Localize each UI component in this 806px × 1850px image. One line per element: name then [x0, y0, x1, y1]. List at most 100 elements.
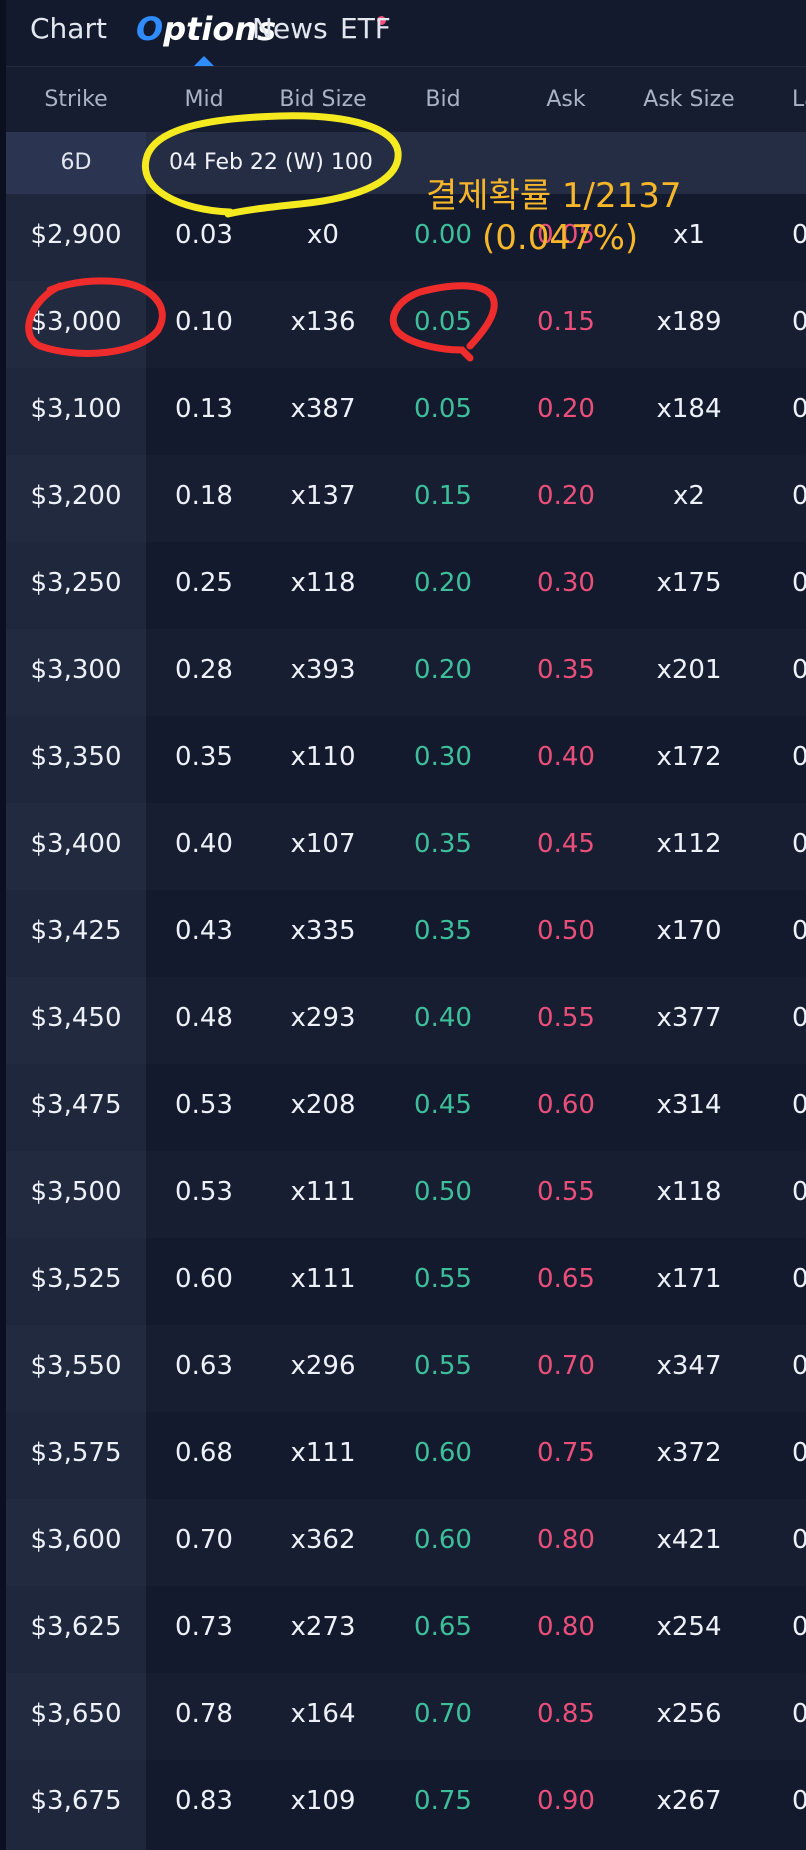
expiry-days: 6D	[60, 150, 92, 175]
bid-cell[interactable]: 0.65	[414, 1612, 472, 1642]
table-row[interactable]: $3,600 0.70 x362 0.60 0.80 x421 0.	[6, 1499, 806, 1586]
tab-news[interactable]: News	[252, 12, 328, 45]
bid-cell[interactable]: 0.60	[414, 1438, 472, 1468]
ask-cell[interactable]: 0.55	[537, 1003, 595, 1033]
ask-cell[interactable]: 0.65	[537, 1264, 595, 1294]
ask-cell[interactable]: 0.20	[537, 394, 595, 424]
header-bid[interactable]: Bid	[425, 87, 461, 112]
header-strike[interactable]: Strike	[44, 87, 108, 112]
header-ask-size[interactable]: Ask Size	[643, 87, 735, 112]
table-row[interactable]: $3,100 0.13 x387 0.05 0.20 x184 0.	[6, 368, 806, 455]
ask-size-cell: x112	[656, 829, 722, 859]
mid-cell: 0.60	[175, 1264, 233, 1294]
bid-cell[interactable]: 0.55	[414, 1264, 472, 1294]
bid-size-cell: x136	[290, 307, 356, 337]
ask-cell[interactable]: 0.50	[537, 916, 595, 946]
table-row[interactable]: $3,400 0.40 x107 0.35 0.45 x112 0.	[6, 803, 806, 890]
table-row[interactable]: $3,250 0.25 x118 0.20 0.30 x175 0.	[6, 542, 806, 629]
bid-cell[interactable]: 0.55	[414, 1351, 472, 1381]
expiry-date-label[interactable]: 04 Feb 22 (W) 100	[169, 150, 373, 175]
ask-size-cell: x1	[673, 220, 705, 250]
bid-cell[interactable]: 0.20	[414, 655, 472, 685]
bid-cell[interactable]: 0.15	[414, 481, 472, 511]
bid-size-cell: x293	[290, 1003, 356, 1033]
bid-cell[interactable]: 0.60	[414, 1525, 472, 1555]
strike-cell-background	[6, 977, 146, 1064]
strike-cell-background	[6, 803, 146, 890]
table-row[interactable]: $3,350 0.35 x110 0.30 0.40 x172 0.	[6, 716, 806, 803]
ask-size-cell: x172	[656, 742, 722, 772]
ask-cell[interactable]: 0.20	[537, 481, 595, 511]
bid-cell[interactable]: 0.40	[414, 1003, 472, 1033]
header-ask[interactable]: Ask	[546, 87, 586, 112]
ask-cell[interactable]: 0.80	[537, 1525, 595, 1555]
ask-cell[interactable]: 0.55	[537, 1177, 595, 1207]
mid-cell: 0.63	[175, 1351, 233, 1381]
bid-cell[interactable]: 0.20	[414, 568, 472, 598]
bid-cell[interactable]: 0.35	[414, 916, 472, 946]
bid-cell[interactable]: 0.45	[414, 1090, 472, 1120]
bid-cell[interactable]: 0.05	[414, 307, 472, 337]
mid-cell: 0.18	[175, 481, 233, 511]
mid-cell: 0.83	[175, 1786, 233, 1816]
ask-size-cell: x254	[656, 1612, 722, 1642]
bid-cell[interactable]: 0.05	[414, 394, 472, 424]
mid-cell: 0.48	[175, 1003, 233, 1033]
table-row[interactable]: $3,425 0.43 x335 0.35 0.50 x170 0.	[6, 890, 806, 977]
table-row[interactable]: $3,450 0.48 x293 0.40 0.55 x377 0.	[6, 977, 806, 1064]
bid-cell[interactable]: 0.35	[414, 829, 472, 859]
ask-size-cell: x118	[656, 1177, 722, 1207]
ask-cell[interactable]: 0.60	[537, 1090, 595, 1120]
ask-cell[interactable]: 0.05	[537, 220, 595, 250]
table-row[interactable]: $3,475 0.53 x208 0.45 0.60 x314 0.	[6, 1064, 806, 1151]
bid-cell[interactable]: 0.75	[414, 1786, 472, 1816]
option-chain-table: $2,900 0.03 x0 0.00 0.05 x1 0. $3,000 0.10 x136 0.…	[6, 194, 806, 1847]
bid-cell[interactable]: 0.70	[414, 1699, 472, 1729]
table-row[interactable]: $2,900 0.03 x0 0.00 0.05 x1 0.	[6, 194, 806, 281]
table-row[interactable]: $3,675 0.83 x109 0.75 0.90 x267 0.	[6, 1760, 806, 1847]
header-mid[interactable]: Mid	[184, 87, 224, 112]
ask-cell[interactable]: 0.15	[537, 307, 595, 337]
ask-cell[interactable]: 0.30	[537, 568, 595, 598]
bid-cell[interactable]: 0.30	[414, 742, 472, 772]
table-row[interactable]: $3,500 0.53 x111 0.50 0.55 x118 0.	[6, 1151, 806, 1238]
table-row[interactable]: $3,625 0.73 x273 0.65 0.80 x254 0.	[6, 1586, 806, 1673]
last-cell: 0.	[792, 655, 806, 685]
table-row[interactable]: $3,000 0.10 x136 0.05 0.15 x189 0.	[6, 281, 806, 368]
bid-cell[interactable]: 0.50	[414, 1177, 472, 1207]
ask-cell[interactable]: 0.70	[537, 1351, 595, 1381]
expiry-row[interactable]: 6D 04 Feb 22 (W) 100	[6, 132, 806, 194]
last-cell: 0.	[792, 916, 806, 946]
tab-chart[interactable]: Chart	[30, 12, 107, 45]
expiry-days-cell: 6D	[6, 132, 146, 194]
table-row[interactable]: $3,550 0.63 x296 0.55 0.70 x347 0.	[6, 1325, 806, 1412]
table-row[interactable]: $3,650 0.78 x164 0.70 0.85 x256 0.	[6, 1673, 806, 1760]
ask-cell[interactable]: 0.40	[537, 742, 595, 772]
tab-options[interactable]: Options	[136, 10, 276, 48]
ask-cell[interactable]: 0.85	[537, 1699, 595, 1729]
bid-cell[interactable]: 0.00	[414, 220, 472, 250]
bid-size-cell: x107	[290, 829, 356, 859]
last-cell: 0.	[792, 481, 806, 511]
table-row[interactable]: $3,200 0.18 x137 0.15 0.20 x2 0.	[6, 455, 806, 542]
table-row[interactable]: $3,575 0.68 x111 0.60 0.75 x372 0.	[6, 1412, 806, 1499]
header-bid-size[interactable]: Bid Size	[279, 87, 367, 112]
strike-cell-background	[6, 194, 146, 281]
strike-cell-background	[6, 1064, 146, 1151]
table-row[interactable]: $3,300 0.28 x393 0.20 0.35 x201 0.	[6, 629, 806, 716]
ask-cell[interactable]: 0.45	[537, 829, 595, 859]
last-cell: 0.	[792, 1612, 806, 1642]
tab-etf[interactable]: ETF	[340, 12, 391, 45]
ask-cell[interactable]: 0.80	[537, 1612, 595, 1642]
mid-cell: 0.40	[175, 829, 233, 859]
options-logo-o-icon: O	[136, 10, 164, 48]
last-cell: 0.	[792, 1264, 806, 1294]
ask-cell[interactable]: 0.35	[537, 655, 595, 685]
header-last[interactable]: La	[792, 87, 806, 112]
last-cell: 0.	[792, 1525, 806, 1555]
bid-size-cell: x137	[290, 481, 356, 511]
table-row[interactable]: $3,525 0.60 x111 0.55 0.65 x171 0.	[6, 1238, 806, 1325]
ask-cell[interactable]: 0.90	[537, 1786, 595, 1816]
strike-cell: $3,000	[30, 307, 122, 337]
ask-cell[interactable]: 0.75	[537, 1438, 595, 1468]
